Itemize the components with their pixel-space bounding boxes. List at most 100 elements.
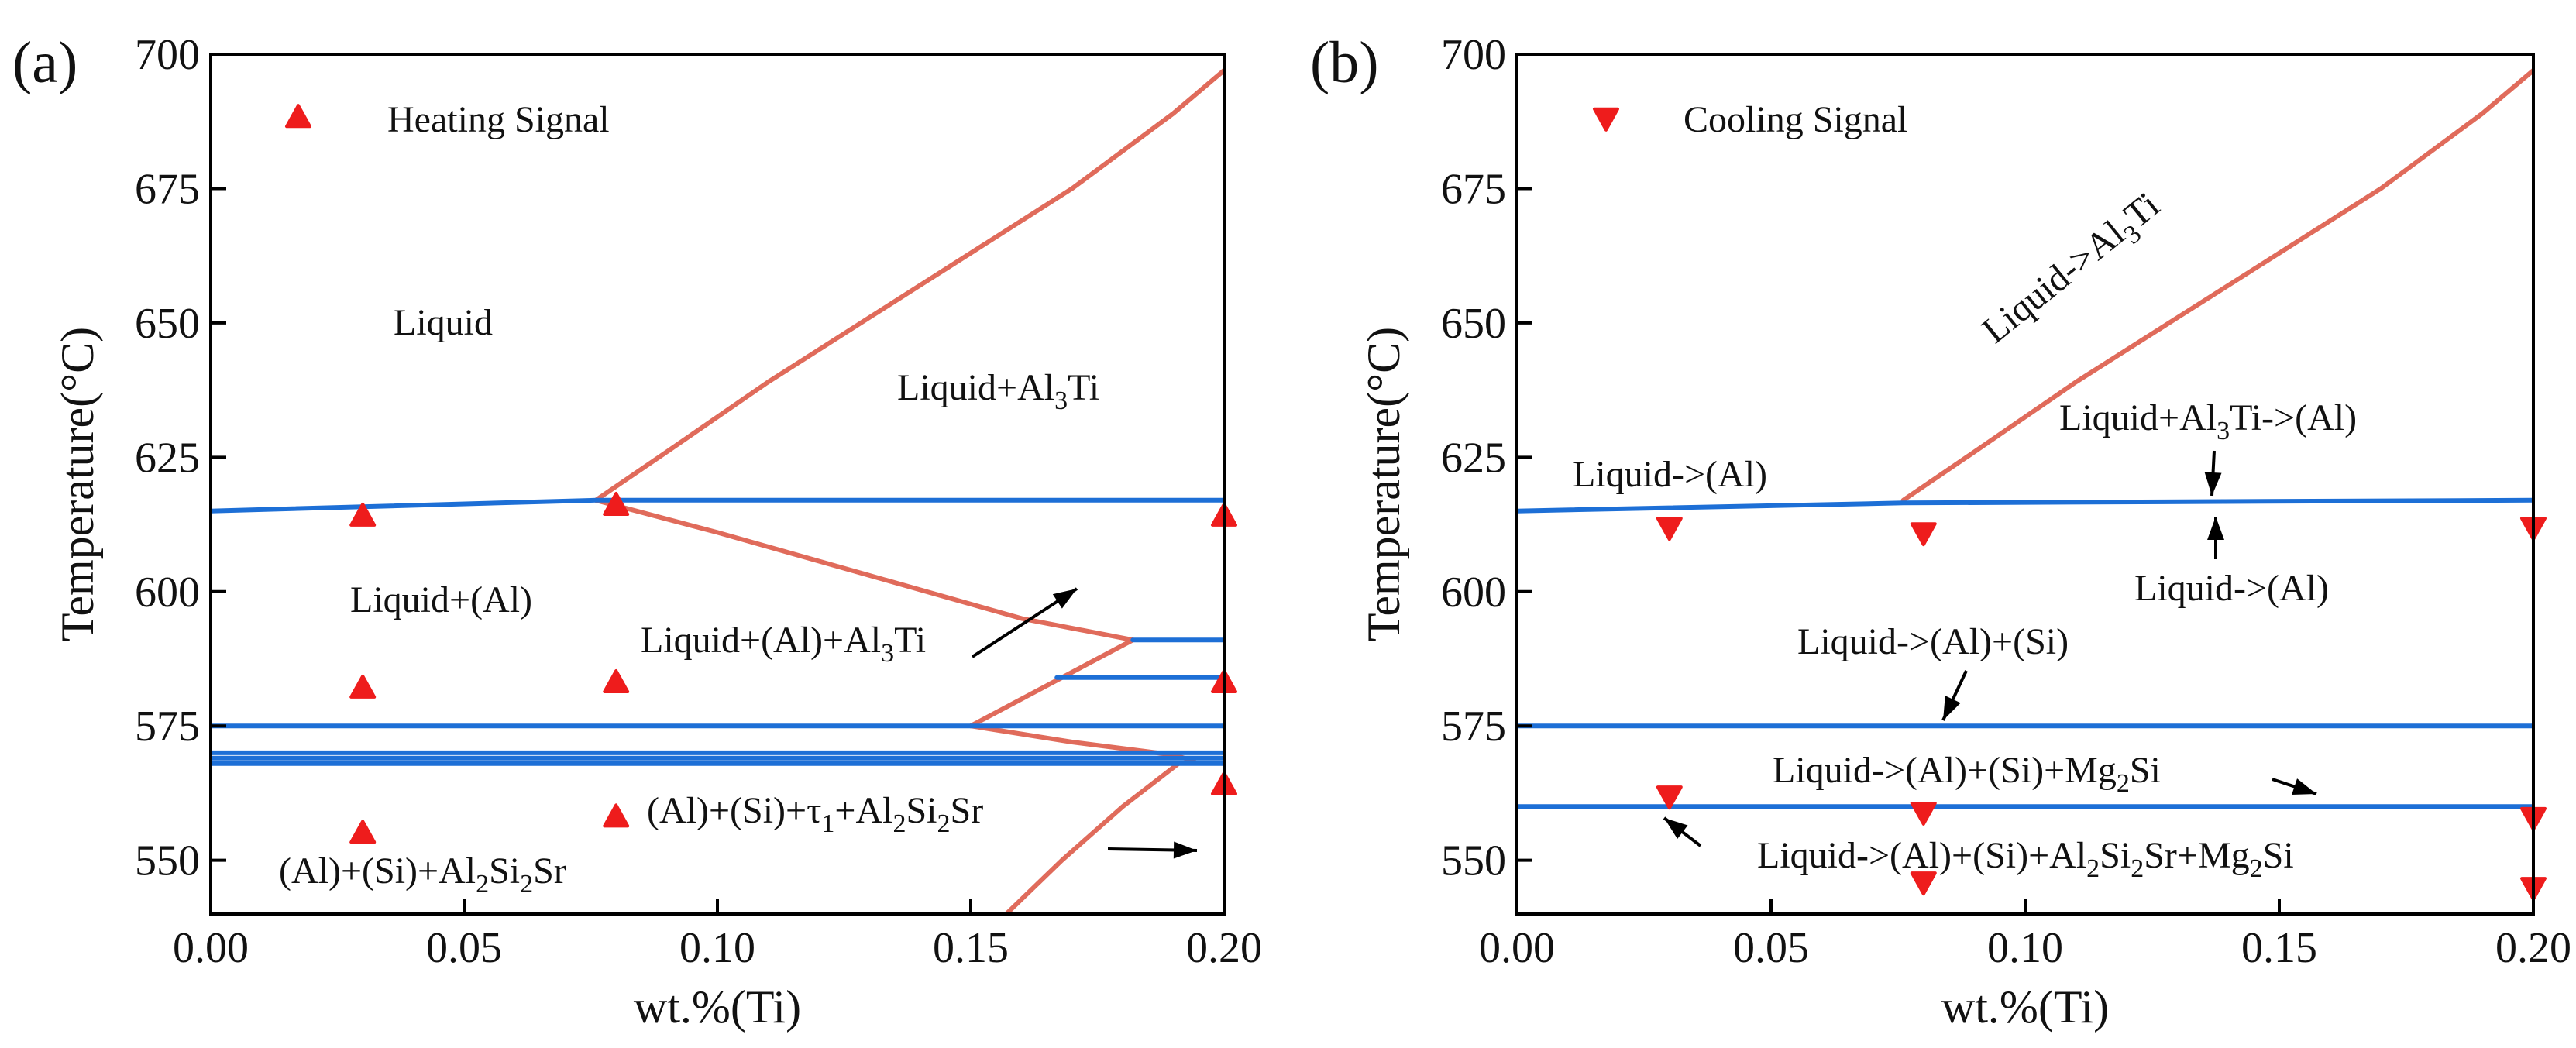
- y-tick-label-5: 675: [135, 165, 200, 213]
- x-axis-label: wt.%(Ti): [634, 981, 801, 1033]
- series-group: [211, 67, 1224, 914]
- arrow-head-2: [1943, 696, 1961, 720]
- arrow-head-1: [1173, 841, 1197, 859]
- annotation-text: (Al)+(Si)+τ: [647, 790, 821, 831]
- annotation-2: Liquid+Al3Ti->(Al): [2059, 397, 2357, 445]
- data-point-6: [349, 820, 377, 844]
- data-point-3: [1656, 785, 1683, 810]
- annotation-subscript: 3: [2217, 417, 2230, 445]
- legend-label: Heating Signal: [387, 99, 610, 140]
- x-tick-label-1: 0.05: [1733, 924, 1809, 972]
- series-line-2: [968, 637, 1136, 729]
- annotation-5: (Al)+(Si)+Al2Si2Sr: [279, 850, 566, 899]
- annotation-text: Liquid: [394, 302, 493, 343]
- annotation-text: Liquid->(Al): [2134, 568, 2329, 609]
- panel-a: 0.00 0.05 0.10 0.15 0.20 550 575 600 625 650 675 70…: [12, 30, 1262, 1033]
- annotations: LiquidLiquid+Al3TiLiquid+(Al)Liquid+(Al)…: [279, 302, 1099, 899]
- annotation-text: Sr: [533, 850, 566, 892]
- y-tick-label-1: 575: [1441, 703, 1506, 751]
- y-tick-label-6: 700: [135, 31, 200, 79]
- y-tick-label-5: 675: [1441, 165, 1506, 213]
- annotation-text: Liquid->(Al)+(Si): [1797, 621, 2069, 662]
- arrow-head-3: [2292, 778, 2316, 795]
- y-tick-label-2: 600: [1441, 569, 1506, 617]
- series-line-0: [593, 67, 1224, 503]
- annotations: Liquid->Al3Ti Liquid->(Al) Liquid+Al3Ti->(…: [1573, 184, 2357, 883]
- annotation-text: Liquid+(Al)+Al: [641, 620, 881, 661]
- panel-b: 0.00 0.05 0.10 0.15 0.20 550 575 600 625 650 675 70…: [1310, 30, 2571, 1033]
- annotation-2: Liquid+(Al): [350, 579, 532, 620]
- x-tick-label-1: 0.05: [426, 924, 502, 972]
- x-tick-label-2: 0.10: [679, 924, 755, 972]
- annotation-text: Si: [906, 790, 937, 831]
- annotation-text: Ti->(Al): [2230, 397, 2357, 438]
- y-tick-label-2: 600: [135, 569, 200, 617]
- y-axis: 550 575 600 625 650 675 700: [1441, 31, 1532, 885]
- series-group: [1517, 67, 2533, 809]
- annotation-0: Liquid->Al3Ti: [1975, 184, 2172, 357]
- annotation-subscript: 3: [881, 639, 894, 668]
- annotation-text: Liquid->(Al)+(Si)+Mg: [1773, 750, 2117, 791]
- data-point-3: [349, 674, 377, 699]
- annotation-subscript: 2: [937, 809, 951, 838]
- annotation-subscript: 2: [476, 870, 489, 899]
- annotation-text: Liquid+Al: [897, 367, 1054, 408]
- y-axis: 550 575 600 625 650 675 700: [135, 31, 226, 885]
- x-axis-label: wt.%(Ti): [1941, 981, 2109, 1033]
- annotation-text: Si: [2100, 835, 2131, 876]
- x-tick-label-3: 0.15: [2241, 924, 2317, 972]
- annotation-3: Liquid+(Al)+Al3Ti: [641, 620, 926, 668]
- y-tick-label-3: 625: [135, 434, 200, 482]
- annotation-text: +Al: [834, 790, 892, 831]
- annotation-text: (Al)+(Si)+Al: [279, 850, 476, 892]
- annotation-4: Liquid->(Al)+(Si): [1797, 621, 2069, 662]
- x-tick-label-3: 0.15: [933, 924, 1009, 972]
- legend-marker: [1593, 107, 1619, 132]
- arrow-head-0: [2204, 472, 2222, 496]
- annotation-text: Ti: [1068, 367, 1099, 408]
- legend-marker: [285, 104, 311, 129]
- annotation-text: Liquid->(Al)+(Si)+Al: [1757, 835, 2086, 876]
- data-point-7: [603, 803, 630, 828]
- panel-label: (a): [12, 30, 77, 95]
- series-line-4: [1003, 761, 1181, 914]
- annotation-subscript: 3: [1054, 387, 1068, 415]
- y-tick-label-4: 650: [1441, 300, 1506, 348]
- annotation-text: Liquid+(Al): [350, 579, 532, 620]
- annotation-3: Liquid->(Al): [2134, 568, 2329, 609]
- annotation-text: Si: [2130, 750, 2161, 791]
- legend-label: Cooling Signal: [1684, 99, 1907, 140]
- series-line-1: [593, 497, 1136, 643]
- y-axis-label: Temperature(°C): [1358, 327, 1409, 641]
- annotation-text: Liquid->Al: [1975, 213, 2133, 352]
- y-tick-label-0: 550: [1441, 837, 1506, 885]
- y-tick-label-3: 625: [1441, 434, 1506, 482]
- annotation-text: Si: [2263, 835, 2294, 876]
- annotation-1: Liquid->(Al): [1573, 454, 1767, 495]
- data-point-4: [1910, 801, 1937, 826]
- annotation-subscript: 2: [2086, 854, 2100, 883]
- y-tick-label-6: 700: [1441, 31, 1506, 79]
- annotation-subscript: 2: [2250, 854, 2263, 883]
- y-tick-label-0: 550: [135, 837, 200, 885]
- annotation-1: Liquid+Al3Ti: [897, 367, 1099, 415]
- annotation-subscript: 2: [520, 870, 533, 899]
- annotation-5: Liquid->(Al)+(Si)+Mg2Si: [1773, 750, 2161, 798]
- data-point-0: [1656, 517, 1683, 541]
- data-point-1: [1910, 522, 1937, 547]
- panel-label: (b): [1310, 30, 1379, 95]
- y-axis-label: Temperature(°C): [52, 327, 103, 641]
- annotation-subscript: 2: [892, 809, 906, 838]
- x-tick-label-0: 0.00: [1479, 924, 1555, 972]
- x-tick-label-4: 0.20: [2495, 924, 2571, 972]
- y-tick-label-4: 650: [135, 300, 200, 348]
- x-axis: 0.00 0.05 0.10 0.15 0.20: [173, 899, 1262, 972]
- annotation-0: Liquid: [394, 302, 493, 343]
- arrow-head-1: [2207, 517, 2224, 540]
- y-tick-label-1: 575: [135, 703, 200, 751]
- annotation-subscript: 2: [2131, 854, 2144, 883]
- series-line-3: [968, 723, 1196, 764]
- data-point-6: [1910, 871, 1937, 896]
- data-point-0: [349, 502, 377, 527]
- annotation-subscript: 2: [2117, 769, 2130, 798]
